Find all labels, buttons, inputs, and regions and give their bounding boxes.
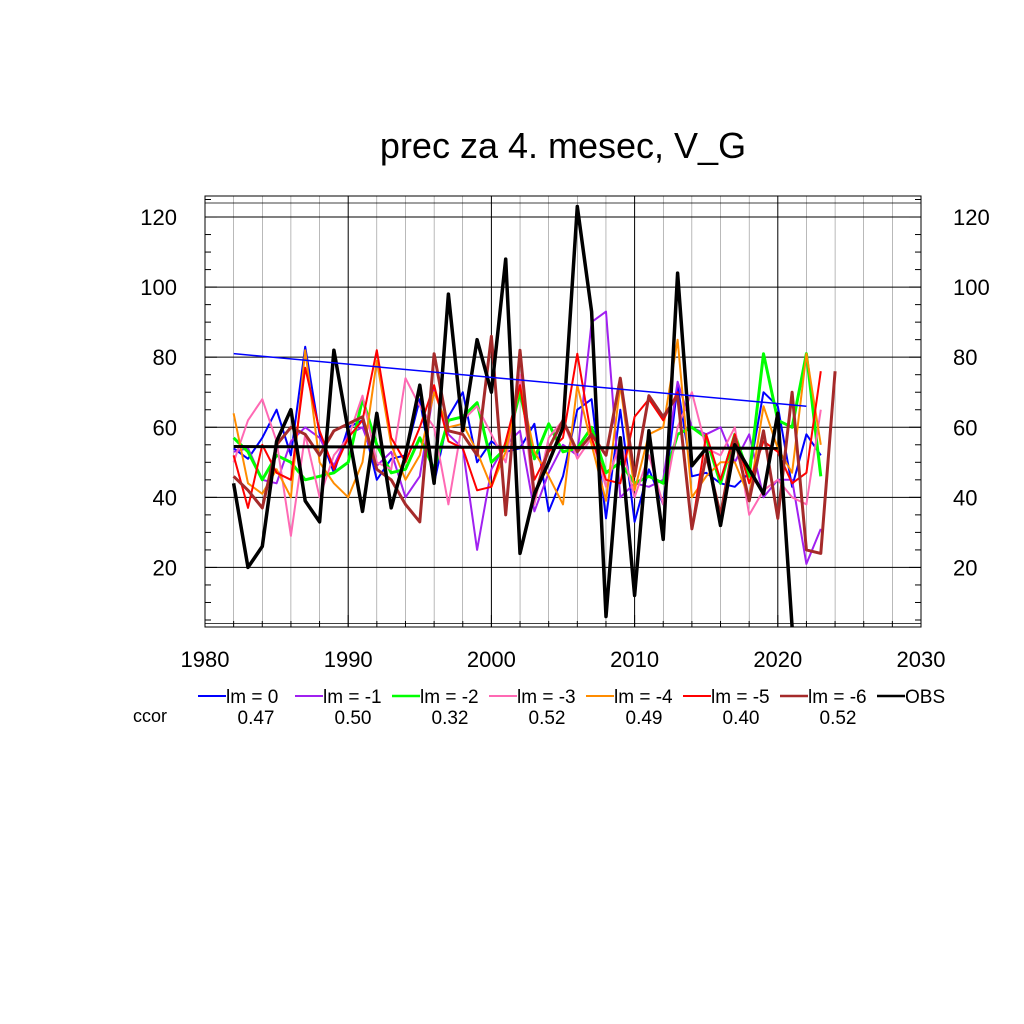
y-tick-label-right: 20 bbox=[953, 555, 977, 580]
trend-line bbox=[233, 445, 778, 450]
y-tick-label-left: 120 bbox=[140, 205, 177, 230]
y-tick-label-left: 60 bbox=[153, 415, 177, 440]
legend-ccor-value: 0.50 bbox=[335, 708, 372, 729]
x-tick-label: 2000 bbox=[467, 647, 516, 672]
legend-entry-label: lm = -1 bbox=[323, 687, 382, 708]
legend-ccor-value: 0.32 bbox=[432, 708, 469, 729]
trend-lines bbox=[233, 352, 807, 450]
legend-entry-label: lm = -3 bbox=[517, 687, 576, 708]
y-tick-label-right: 80 bbox=[953, 345, 977, 370]
legend-entry-label: OBS bbox=[905, 687, 945, 708]
y-tick-label-right: 60 bbox=[953, 415, 977, 440]
x-tick-label: 2030 bbox=[897, 647, 946, 672]
legend-ccor-value: 0.52 bbox=[820, 708, 857, 729]
series-line-obs bbox=[231, 204, 794, 628]
legend-ccor-value: 0.52 bbox=[529, 708, 566, 729]
axis-ticks bbox=[204, 199, 922, 627]
y-tick-label-right: 100 bbox=[953, 275, 990, 300]
y-tick-label-left: 20 bbox=[153, 555, 177, 580]
legend-entry-label: lm = -2 bbox=[420, 687, 479, 708]
x-tick-label: 1990 bbox=[324, 647, 373, 672]
x-tick-label: 2020 bbox=[753, 647, 802, 672]
x-tick-label: 2010 bbox=[610, 647, 659, 672]
y-tick-label-left: 80 bbox=[153, 345, 177, 370]
chart-title: prec za 4. mesec, V_G bbox=[380, 125, 746, 166]
plot-frame bbox=[204, 195, 922, 628]
y-tick-label-right: 120 bbox=[953, 205, 990, 230]
legend-ccor-value: 0.47 bbox=[238, 708, 275, 729]
grid-lines bbox=[204, 196, 922, 627]
legend-entry-label: lm = -5 bbox=[711, 687, 770, 708]
legend-entry-label: lm = 0 bbox=[226, 687, 278, 708]
series-lines bbox=[231, 204, 837, 628]
x-tick-label: 1980 bbox=[181, 647, 230, 672]
trend-line bbox=[233, 352, 807, 407]
legend-entry-label: lm = -6 bbox=[808, 687, 867, 708]
legend-ccor-value: 0.40 bbox=[723, 708, 760, 729]
y-tick-label-left: 100 bbox=[140, 275, 177, 300]
y-tick-label-right: 40 bbox=[953, 485, 977, 510]
y-tick-label-left: 40 bbox=[153, 485, 177, 510]
legend-entry-label: lm = -4 bbox=[614, 687, 673, 708]
legend-ccor-label: ccor bbox=[133, 706, 167, 726]
legend-ccor-value: 0.49 bbox=[626, 708, 663, 729]
